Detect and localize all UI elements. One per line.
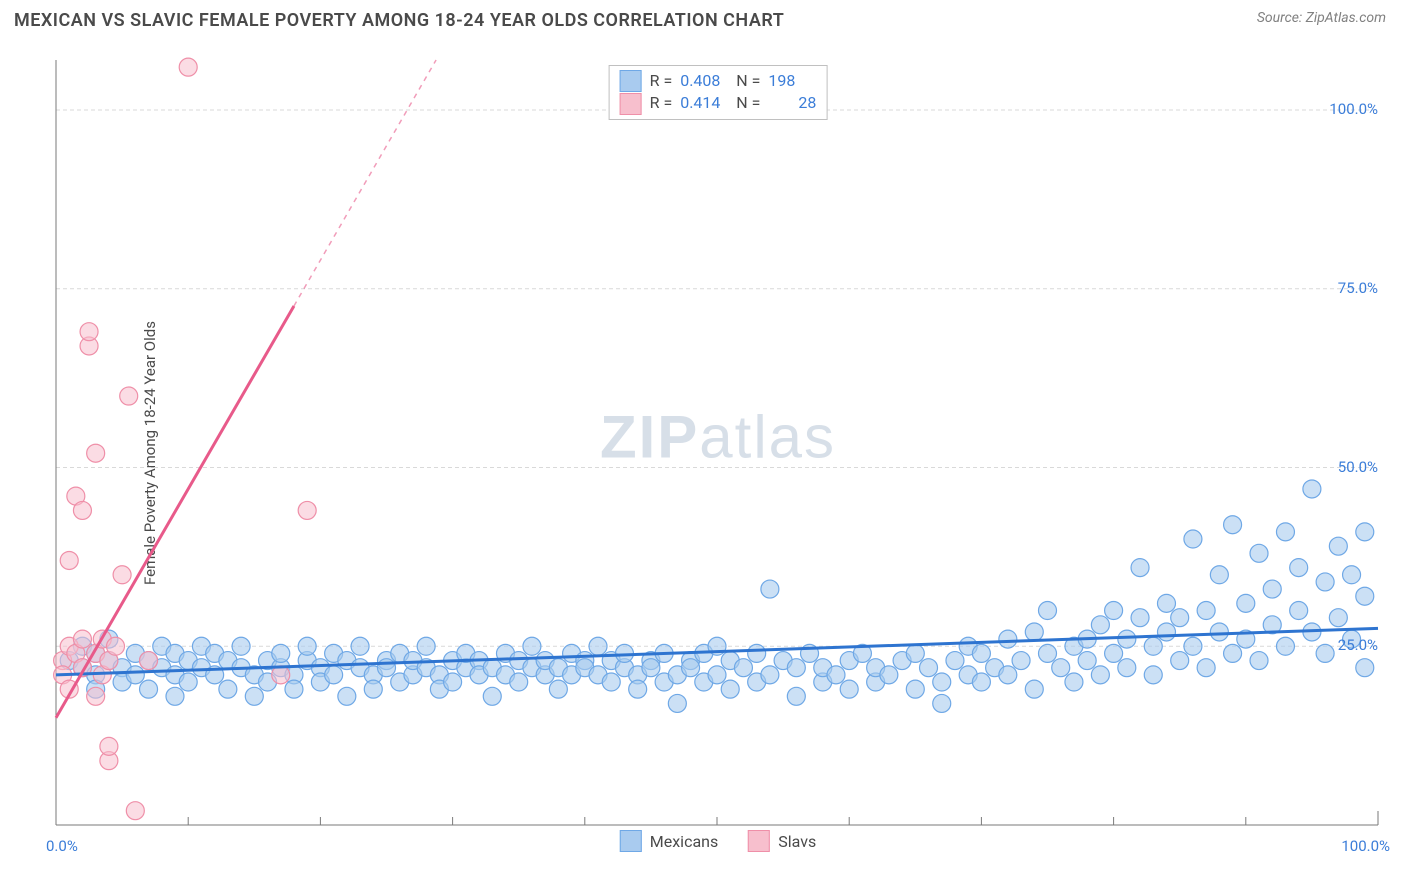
- stat-n-slavs: 28: [768, 92, 816, 114]
- chart-area: Female Poverty Among 18-24 Year Olds ZIP…: [48, 55, 1388, 850]
- stat-r-mexicans: 0.408: [680, 70, 728, 92]
- stat-label-r: R =: [650, 92, 673, 114]
- scatter-plot: [48, 55, 1388, 850]
- stat-n-mexicans: 198: [768, 70, 816, 92]
- stat-label-n: N =: [736, 92, 760, 114]
- swatch-mexicans: [620, 70, 642, 92]
- legend-label-slavs: Slavs: [778, 832, 816, 851]
- legend-stats: R = 0.408 N = 198 R = 0.414 N = 28: [609, 65, 828, 120]
- source-credit: Source: ZipAtlas.com: [1257, 10, 1386, 26]
- x-tick-100: 100.0%: [1341, 837, 1390, 855]
- legend-series: Mexicans Slavs: [620, 830, 816, 852]
- legend-label-mexicans: Mexicans: [650, 832, 718, 851]
- legend-item-mexicans: Mexicans: [620, 830, 718, 852]
- legend-stats-row: R = 0.408 N = 198: [620, 70, 817, 92]
- x-tick-0: 0.0%: [46, 837, 78, 855]
- chart-title: MEXICAN VS SLAVIC FEMALE POVERTY AMONG 1…: [14, 10, 784, 31]
- stat-label-r: R =: [650, 70, 673, 92]
- stat-label-n: N =: [736, 70, 760, 92]
- y-tick-50: 50.0%: [1338, 458, 1378, 476]
- swatch-slavs: [620, 93, 642, 115]
- y-tick-25: 25.0%: [1338, 636, 1378, 654]
- legend-stats-row: R = 0.414 N = 28: [620, 92, 817, 114]
- y-tick-75: 75.0%: [1338, 279, 1378, 297]
- swatch-mexicans: [620, 830, 642, 852]
- legend-item-slavs: Slavs: [748, 830, 816, 852]
- title-bar: MEXICAN VS SLAVIC FEMALE POVERTY AMONG 1…: [0, 0, 1406, 31]
- y-tick-100: 100.0%: [1329, 100, 1378, 118]
- swatch-slavs: [748, 830, 770, 852]
- stat-r-slavs: 0.414: [680, 92, 728, 114]
